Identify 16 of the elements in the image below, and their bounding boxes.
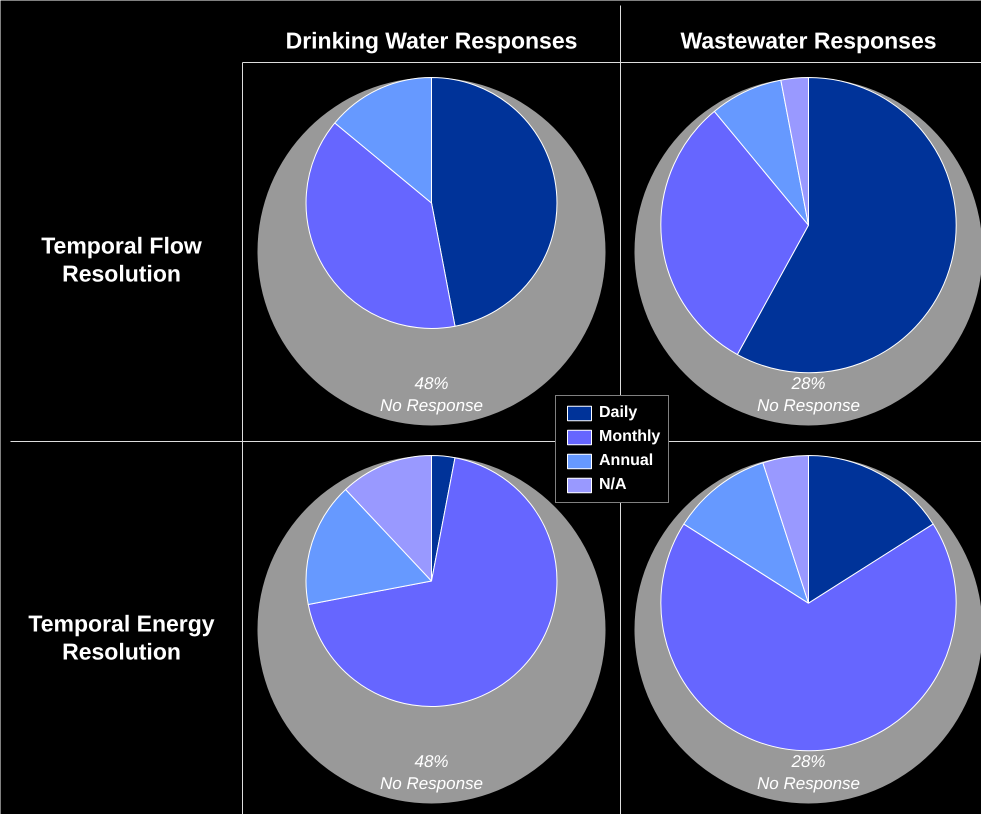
legend-label: N/A [599,476,627,494]
text: Temporal Energy Resolution [28,610,215,664]
text: No Response [380,396,484,415]
text: No Response [380,774,484,793]
legend-label: Annual [599,452,654,470]
text: No Response [757,774,860,793]
chart-title: Wastewater Responses [680,28,937,54]
legend-label: Daily [599,404,638,422]
text: 28% [790,752,826,771]
text: Temporal Flow Resolution [41,232,202,286]
text: 28% [790,374,826,393]
text: 48% [414,752,449,771]
text: No Response [757,396,860,415]
text: 48% [414,374,449,393]
legend-label: Monthly [599,428,660,446]
chart-title: Drinking Water Responses [286,28,578,54]
